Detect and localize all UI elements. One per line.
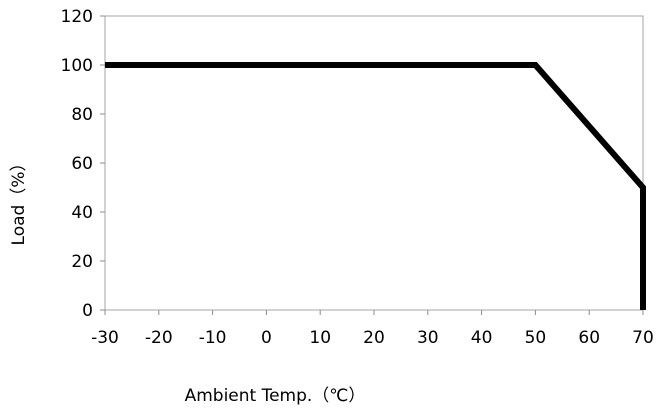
x-tick-label: 30 <box>417 328 439 348</box>
x-tick-label: -30 <box>91 328 119 348</box>
x-tick-label: 10 <box>309 328 331 348</box>
y-tick-label: 20 <box>71 252 93 272</box>
x-tick-label: 20 <box>363 328 385 348</box>
y-axis-tick-labels: 0 20 40 60 80 100 120 <box>61 7 93 321</box>
plot-area <box>104 15 644 311</box>
y-tick-label: 100 <box>61 56 93 76</box>
y-axis-label: Load（%） <box>9 155 29 246</box>
x-tick-label: 50 <box>525 328 547 348</box>
y-tick-label: 80 <box>71 105 93 125</box>
x-tick-label: 40 <box>471 328 493 348</box>
y-tick-label: 40 <box>71 203 93 223</box>
x-tick-label: 70 <box>632 328 654 348</box>
x-axis-ticks <box>104 310 644 315</box>
load-derating-curve <box>105 62 646 310</box>
x-tick-label: -10 <box>199 328 227 348</box>
x-tick-label: -20 <box>145 328 173 348</box>
x-tick-label: 0 <box>261 328 272 348</box>
x-axis-label: Ambient Temp.（℃） <box>185 386 366 406</box>
y-axis-ticks <box>100 15 105 311</box>
x-axis-tick-labels: -30 -20 -10 0 10 20 30 40 50 60 70 <box>91 328 654 348</box>
y-tick-label: 60 <box>71 154 93 174</box>
y-tick-label: 120 <box>61 7 93 27</box>
x-tick-label: 60 <box>578 328 600 348</box>
y-tick-label: 0 <box>82 301 93 321</box>
